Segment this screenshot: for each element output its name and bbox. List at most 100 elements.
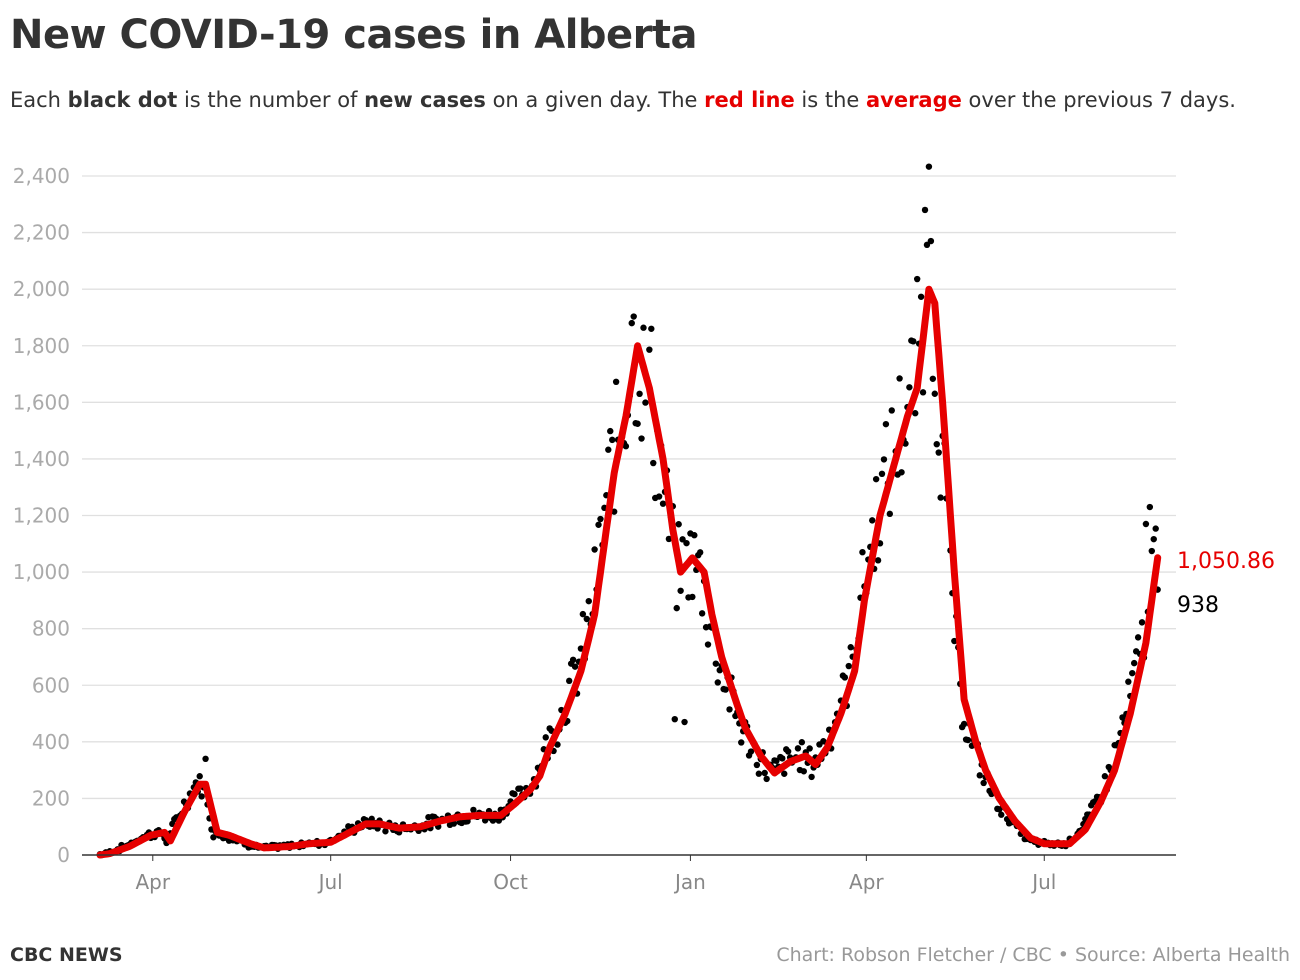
daily-dot (607, 427, 614, 435)
daily-dot (960, 720, 968, 728)
daily-dot (636, 390, 643, 398)
daily-dot (1125, 678, 1132, 685)
y-tick-label: 1,200 (13, 504, 70, 528)
y-tick-label: 800 (32, 617, 70, 641)
x-tick-label: Oct (493, 870, 528, 894)
gridlines (82, 175, 1176, 800)
daily-dot (712, 660, 720, 667)
daily-dot (841, 674, 849, 681)
daily-dot (1130, 659, 1138, 667)
subtitle-text: on a given day. The (485, 88, 705, 112)
x-axis-ticks: Apr Jul Oct Jan Apr Jul (135, 855, 1056, 894)
daily-dot (761, 769, 768, 777)
x-tick-label: Apr (135, 870, 170, 894)
daily-dot (906, 384, 913, 391)
daily-dot (673, 604, 680, 612)
y-tick-label: 600 (32, 673, 70, 697)
daily-dot (781, 770, 788, 777)
y-tick-label: 200 (32, 786, 70, 810)
y-tick-label: 1,400 (13, 447, 70, 471)
daily-dot (886, 510, 894, 518)
subtitle-red-line: red line (704, 88, 795, 112)
daily-dot (1152, 525, 1159, 532)
daily-dot (511, 790, 518, 798)
subtitle-text: is the number of (177, 88, 365, 112)
daily-dot (917, 293, 925, 300)
daily-dot (951, 637, 958, 645)
daily-dot (726, 706, 733, 713)
daily-dot (1142, 520, 1150, 528)
daily-dot (650, 459, 657, 467)
daily-dot (630, 313, 637, 320)
daily-dot (210, 834, 217, 841)
y-tick-label: 2,200 (13, 221, 70, 245)
daily-dot (675, 521, 682, 528)
daily-dot (912, 410, 919, 417)
y-tick-label: 400 (32, 730, 70, 754)
daily-dot (638, 435, 645, 442)
y-tick-label: 0 (57, 843, 70, 867)
daily-dot (784, 748, 792, 755)
daily-dot (927, 237, 935, 245)
daily-dot (747, 748, 755, 755)
daily-dot (704, 641, 712, 648)
daily-dot (648, 325, 655, 332)
daily-dot (980, 779, 987, 787)
daily-dot (714, 679, 721, 686)
daily-dot (933, 440, 940, 448)
daily-dot (1146, 503, 1154, 511)
daily-dot (921, 206, 929, 214)
daily-dot (642, 399, 649, 406)
daily-dot (634, 420, 641, 427)
chart-credit: Chart: Robson Fletcher / CBC • Source: A… (776, 944, 1290, 966)
x-tick-label: Apr (849, 870, 884, 894)
chart-subtitle: Each black dot is the number of new case… (10, 88, 1236, 112)
subtitle-average: average (865, 88, 962, 112)
daily-dot (925, 163, 933, 170)
subtitle-text: over the previous 7 days. (961, 88, 1236, 112)
daily-dot (566, 677, 573, 685)
daily-dot (910, 338, 917, 345)
daily-dot (847, 644, 854, 651)
x-tick-label: Jan (673, 870, 706, 894)
daily-dot (470, 806, 477, 814)
daily-dot (976, 772, 983, 779)
daily-dot (794, 745, 802, 752)
y-tick-label: 1,600 (13, 390, 70, 414)
daily-dot (640, 324, 647, 331)
daily-dot (609, 436, 616, 444)
daily-dot (628, 319, 635, 327)
daily-dot (880, 456, 888, 463)
daily-dot (659, 500, 667, 507)
daily-dot (583, 615, 590, 623)
y-tick-label: 2,400 (13, 164, 70, 188)
x-tick-label: Jul (1030, 870, 1056, 894)
daily-dot (571, 663, 579, 670)
daily-dot (605, 446, 612, 453)
daily-dot (722, 686, 729, 693)
daily-dot (882, 420, 890, 428)
daily-dot (696, 549, 704, 556)
daily-dot (964, 736, 972, 744)
y-axis-ticks: 0 200 400 600 800 1,000 1,200 1,400 1,600 1,800 2,… (13, 164, 70, 867)
daily-dot (698, 610, 706, 617)
daily-dot (542, 734, 549, 741)
y-tick-label: 2,000 (13, 277, 70, 301)
daily-dot (198, 793, 205, 800)
daily-dot (671, 716, 678, 723)
daily-dots (96, 163, 1161, 859)
daily-dot (935, 449, 942, 456)
daily-dot (579, 610, 587, 618)
y-tick-label: 1,800 (13, 334, 70, 358)
daily-dot (677, 587, 684, 594)
daily-dot (202, 755, 209, 763)
daily-dot (681, 718, 688, 726)
daily-dot (808, 773, 815, 781)
y-tick-label: 1,000 (13, 560, 70, 584)
daily-dot (655, 493, 663, 500)
daily-dot (554, 741, 561, 748)
daily-dot (913, 275, 921, 283)
daily-dot (919, 389, 927, 396)
daily-dot (779, 755, 786, 762)
